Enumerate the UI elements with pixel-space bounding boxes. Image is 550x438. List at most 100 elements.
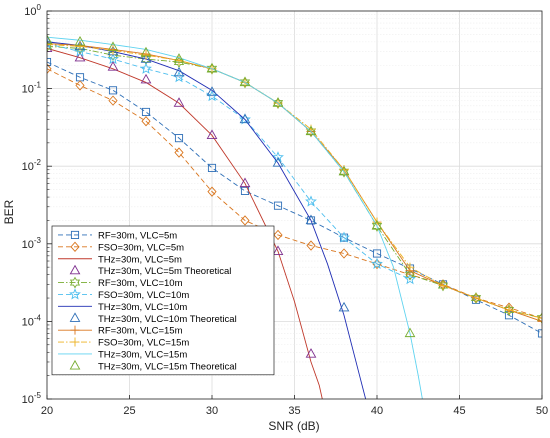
data-point <box>504 305 514 315</box>
x-tick-label: 25 <box>123 405 135 417</box>
legend-label: THz=30m, VLC=5m Theoretical <box>98 266 231 277</box>
series-5 <box>47 37 416 285</box>
series-line <box>47 36 423 399</box>
data-point <box>503 304 515 316</box>
data-point <box>239 113 251 124</box>
data-point <box>339 248 349 259</box>
data-point <box>108 86 118 95</box>
legend-item: THz=30m, VLC=5m <box>58 254 182 265</box>
legend-label: THz=30m, VLC=10m <box>98 302 187 313</box>
data-point <box>371 257 383 269</box>
x-tick-label: 40 <box>371 405 383 417</box>
series-11 <box>47 34 416 338</box>
data-point <box>537 329 542 338</box>
legend-label: THz=30m, VLC=10m Theoretical <box>98 314 237 325</box>
legend-label: FSO=30m, VLC=10m <box>98 290 189 301</box>
data-point <box>140 53 152 63</box>
data-point <box>239 177 251 188</box>
legend-marker <box>69 312 81 322</box>
data-point <box>537 313 542 323</box>
data-point <box>75 41 85 51</box>
axis-ticks <box>46 10 543 400</box>
data-point <box>273 201 283 210</box>
legend-item: RF=30m, VLC=15m <box>58 326 183 337</box>
data-point <box>272 157 284 167</box>
x-tick-labels: 20 25 30 35 40 45 50 <box>41 405 548 417</box>
y-tick-base: 10 <box>22 394 34 406</box>
grid-lines <box>46 10 543 400</box>
data-point <box>206 62 218 73</box>
data-point <box>74 35 86 46</box>
data-point <box>306 240 316 251</box>
y-tick-exponent: 0 <box>37 3 42 12</box>
data-point <box>239 76 251 89</box>
legend-label: RF=30m, VLC=15m <box>98 326 183 337</box>
data-point <box>141 50 151 60</box>
data-point <box>75 80 85 91</box>
data-point <box>206 62 218 75</box>
data-point <box>305 214 317 225</box>
series-line <box>47 47 323 399</box>
y-tick-exponent: -4 <box>34 313 42 322</box>
data-point <box>305 348 317 358</box>
data-point <box>372 249 382 258</box>
series-10 <box>47 36 423 399</box>
legend-label: THz=30m, VLC=5m <box>98 254 182 265</box>
series-2 <box>47 47 323 399</box>
data-point <box>272 245 284 255</box>
legend-item: THz=30m, VLC=10m Theoretical <box>69 312 237 325</box>
data-point <box>305 195 317 207</box>
data-point <box>140 73 152 84</box>
legend-item: FSO=30m, VLC=5m <box>58 241 184 253</box>
legend-label: THz=30m, VLC=15m Theoretical <box>98 361 237 372</box>
data-point <box>470 292 482 304</box>
data-point <box>405 262 415 272</box>
data-point <box>174 147 184 158</box>
data-point <box>107 41 119 52</box>
data-point <box>338 165 350 176</box>
legend-label: THz=30m, VLC=15m <box>98 349 187 360</box>
y-tick-base: 10 <box>24 6 36 18</box>
data-point <box>74 51 86 62</box>
y-tick-base: 10 <box>22 161 34 173</box>
legend-marker <box>69 264 81 275</box>
legend-marker <box>70 325 80 335</box>
data-point <box>206 89 218 102</box>
data-point <box>173 66 185 77</box>
data-point <box>207 163 217 172</box>
y-tick-exponent: -5 <box>34 391 42 400</box>
x-tick-label: 50 <box>536 405 548 417</box>
data-point <box>536 312 542 325</box>
data-point <box>239 76 251 87</box>
data-point <box>272 151 284 163</box>
y-tick-label: 10-3 <box>22 236 42 251</box>
y-tick-label: 100 <box>24 3 41 18</box>
legend-box <box>51 225 275 376</box>
y-tick-base: 10 <box>22 239 34 251</box>
legend-item: THz=30m, VLC=15m Theoretical <box>69 359 237 372</box>
y-tick-base: 10 <box>22 316 34 328</box>
legend-item: RF=30m, VLC=5m <box>58 230 177 241</box>
legend-marker <box>70 230 80 240</box>
data-point <box>206 86 218 96</box>
data-point <box>404 272 416 285</box>
data-point <box>537 316 542 326</box>
series-1 <box>47 63 542 324</box>
data-point <box>140 46 152 57</box>
legend-marker <box>69 276 81 289</box>
legend-marker <box>70 337 80 347</box>
series-line <box>47 68 542 319</box>
legend-label: RF=30m, VLC=10m <box>98 278 183 289</box>
data-point <box>273 229 283 241</box>
y-tick-label: 10-1 <box>22 81 42 96</box>
data-point <box>404 327 416 338</box>
data-point <box>173 53 185 63</box>
series-line <box>47 43 411 280</box>
x-tick-label: 20 <box>41 405 53 417</box>
data-point <box>206 129 218 139</box>
legend-label: RF=30m, VLC=5m <box>98 230 177 241</box>
y-tick-base: 10 <box>22 84 34 96</box>
